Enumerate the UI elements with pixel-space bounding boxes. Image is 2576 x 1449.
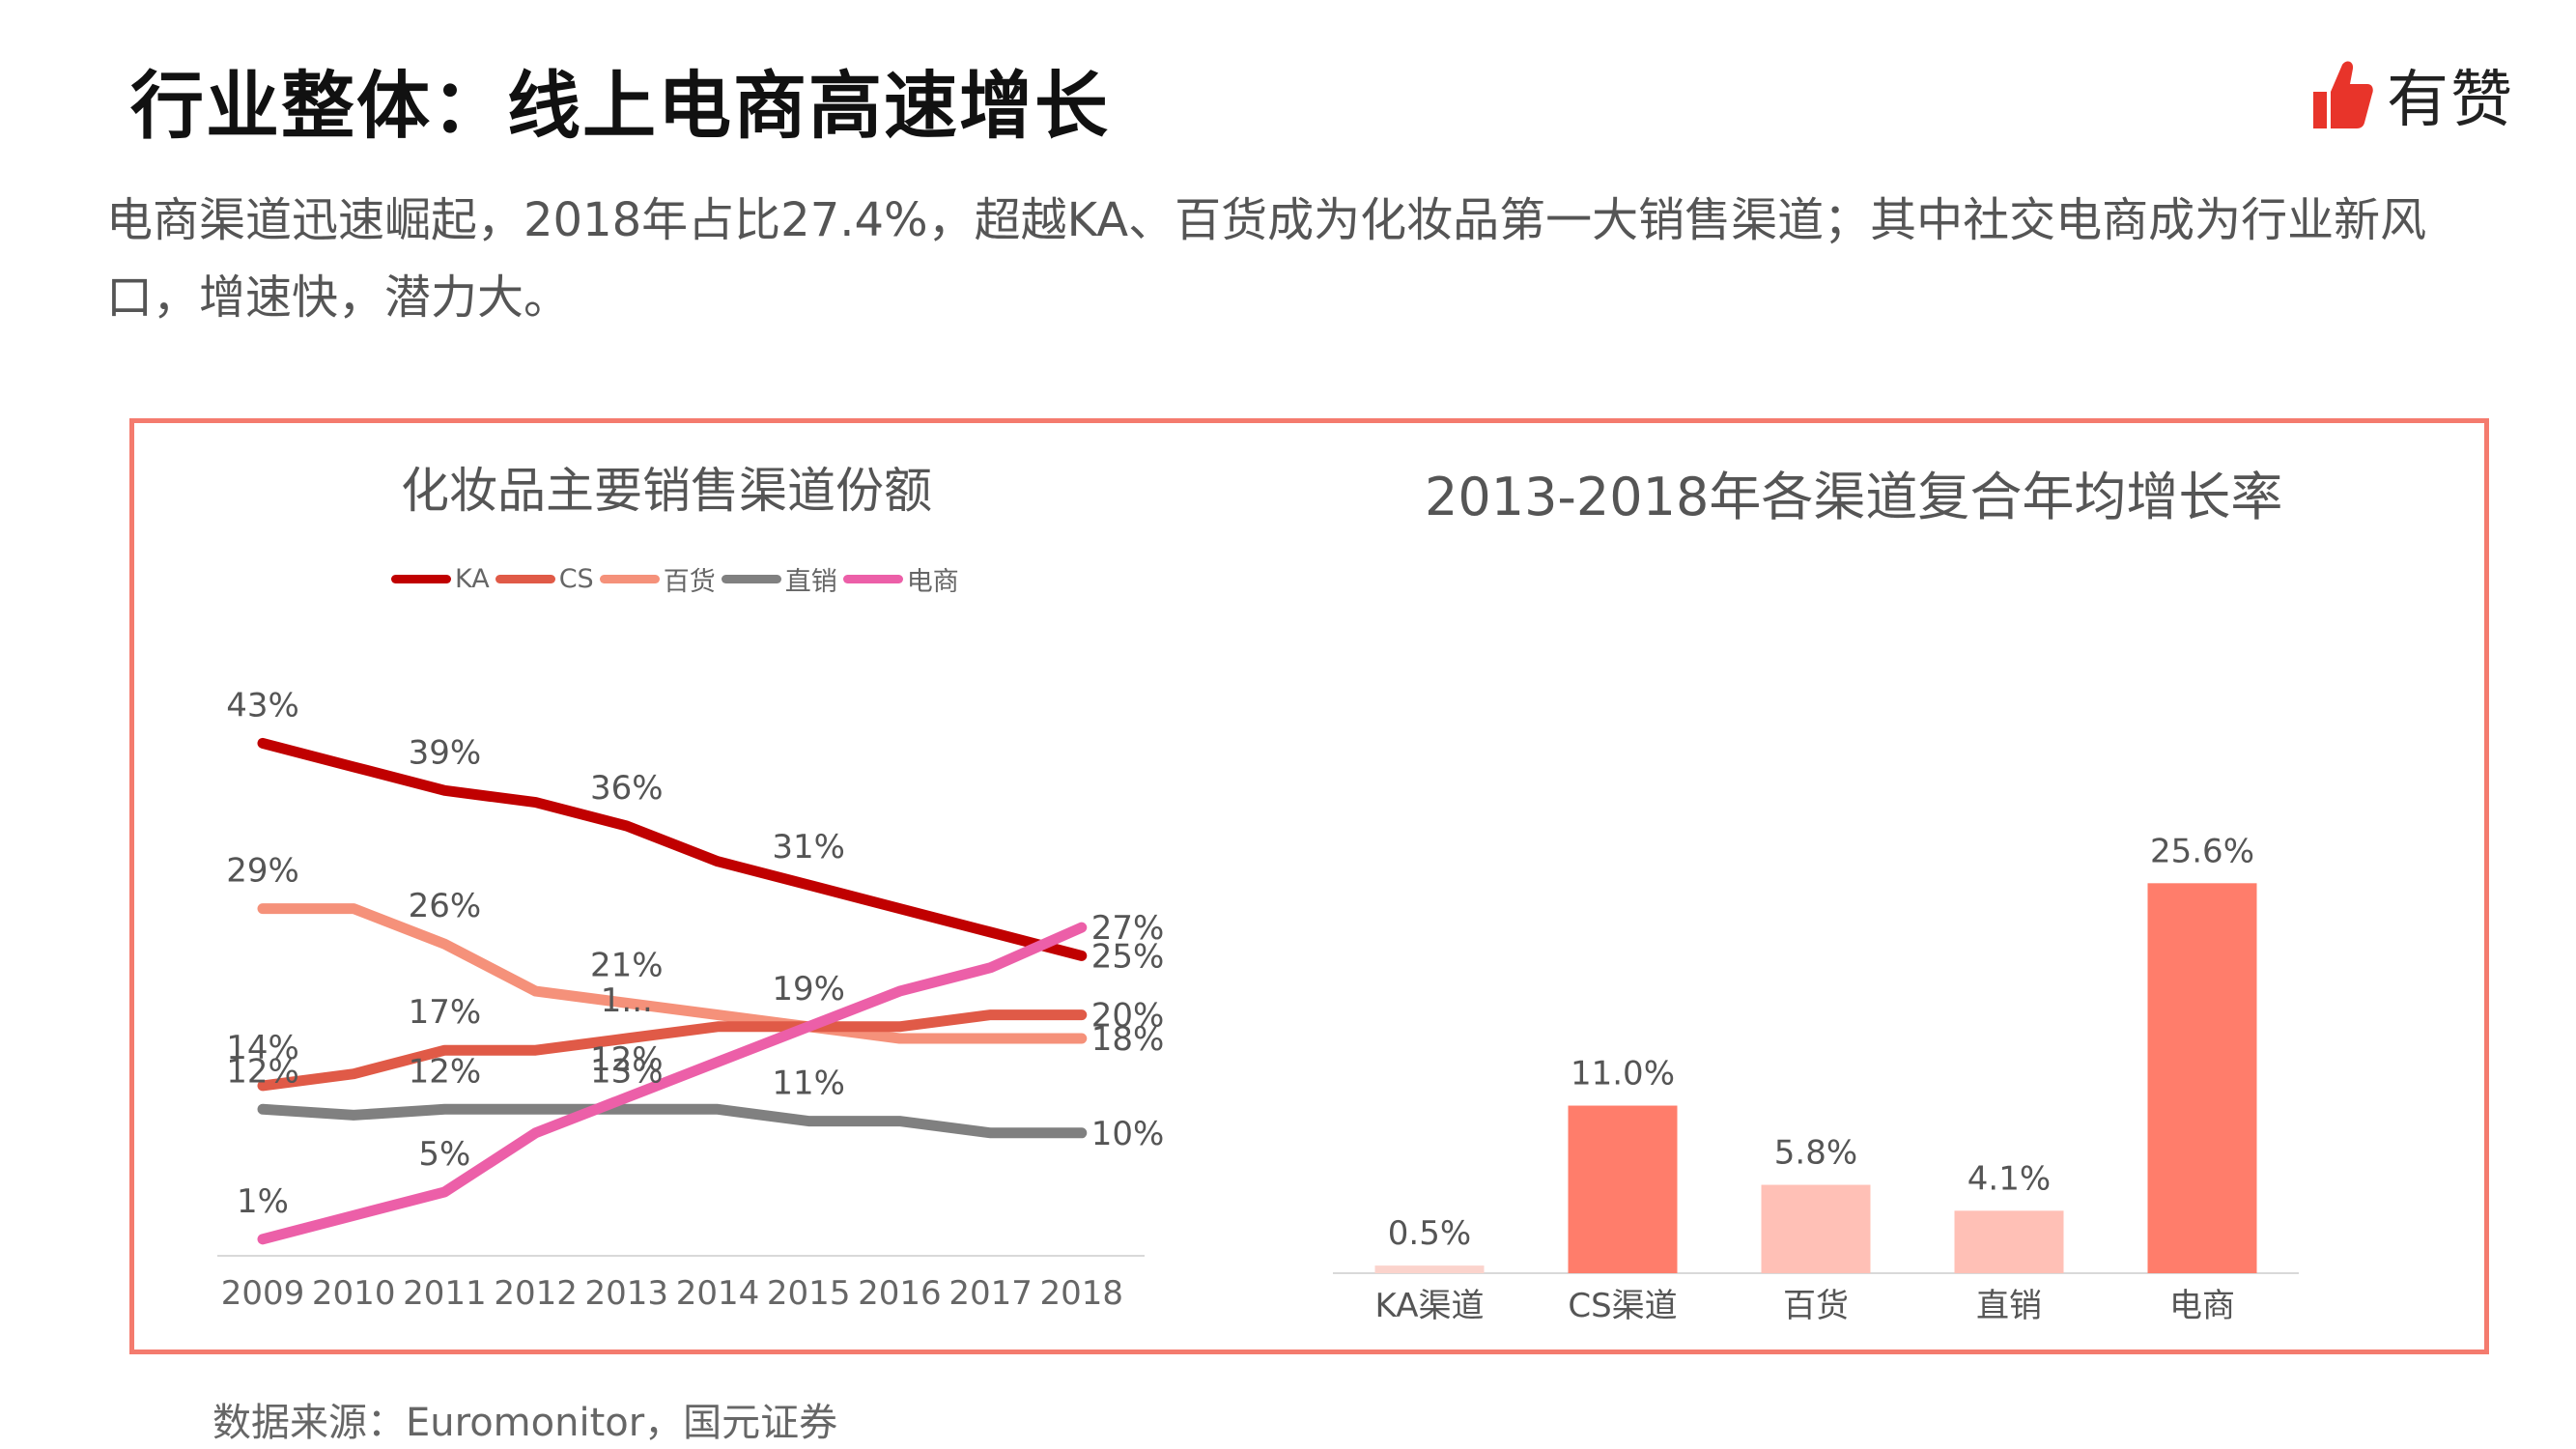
bar-直销 bbox=[1954, 1210, 2064, 1273]
data-label: 39% bbox=[409, 733, 482, 772]
data-label: 12% bbox=[226, 1052, 299, 1091]
bar-value-label: 5.8% bbox=[1774, 1134, 1857, 1173]
x-tick-label: 2013 bbox=[585, 1274, 669, 1313]
legend-label: CS bbox=[558, 564, 594, 594]
series-line-百货 bbox=[257, 903, 1088, 1044]
bar-KA渠道 bbox=[1374, 1265, 1485, 1273]
data-label: 10% bbox=[1091, 1115, 1165, 1153]
bar-CS渠道 bbox=[1568, 1105, 1678, 1273]
data-label: 1% bbox=[237, 1182, 289, 1221]
data-label: 1... bbox=[601, 981, 653, 1020]
data-label: 12% bbox=[590, 1040, 664, 1079]
bar-value-label: 11.0% bbox=[1571, 1055, 1675, 1094]
x-tick-label: 2015 bbox=[767, 1274, 851, 1313]
legend-label: 百货 bbox=[663, 567, 716, 597]
legend-label: KA bbox=[455, 564, 490, 594]
data-label: 36% bbox=[590, 769, 664, 808]
legend-swatch bbox=[721, 575, 781, 583]
data-label: 13% bbox=[590, 1052, 664, 1091]
data-label: 14% bbox=[226, 1029, 299, 1067]
series-line-CS bbox=[257, 1009, 1088, 1092]
bar-value-label: 0.5% bbox=[1388, 1214, 1471, 1253]
series-line-KA bbox=[257, 737, 1088, 961]
legend-swatch bbox=[495, 575, 555, 583]
legend-swatch bbox=[391, 575, 451, 583]
x-tick-label: 2012 bbox=[494, 1274, 578, 1313]
legend-swatch bbox=[842, 575, 903, 583]
data-label: 25% bbox=[1091, 937, 1165, 976]
bar-category-label: 直销 bbox=[1976, 1287, 2042, 1325]
legend-label: 直销 bbox=[784, 567, 837, 597]
series-line-电商 bbox=[257, 922, 1088, 1245]
bar-电商 bbox=[2147, 883, 2257, 1273]
legend-item: 百货 bbox=[599, 560, 716, 598]
bar-category-label: KA渠道 bbox=[1375, 1287, 1485, 1325]
data-label: 17% bbox=[409, 993, 482, 1032]
bar-chart-title: 2013-2018年各渠道复合年均增长率 bbox=[1425, 467, 2283, 527]
legend-item: CS bbox=[495, 564, 594, 594]
x-tick-label: 2016 bbox=[858, 1274, 942, 1313]
x-tick-label: 2014 bbox=[676, 1274, 760, 1313]
legend-item: 直销 bbox=[721, 560, 837, 598]
x-tick-label: 2017 bbox=[948, 1274, 1033, 1313]
chart-frame bbox=[129, 418, 2489, 1354]
line-chart-title: 化妆品主要销售渠道份额 bbox=[401, 463, 932, 519]
x-tick-label: 2009 bbox=[221, 1274, 305, 1313]
bar-value-label: 25.6% bbox=[2150, 832, 2254, 870]
legend-label: 电商 bbox=[906, 567, 959, 597]
data-label: 26% bbox=[409, 887, 482, 925]
data-label: 29% bbox=[226, 852, 299, 891]
series-line-直销 bbox=[257, 1103, 1088, 1139]
page-title: 行业整体：线上电商高速增长 bbox=[130, 63, 1110, 149]
data-label: 20% bbox=[1091, 997, 1165, 1036]
logo-text: 有赞 bbox=[2387, 65, 2514, 136]
data-label: 19% bbox=[772, 970, 845, 1009]
data-label: 21% bbox=[590, 946, 664, 984]
data-label: 11% bbox=[772, 1065, 845, 1103]
thumbs-up-icon bbox=[2313, 61, 2373, 128]
legend-item: 电商 bbox=[842, 560, 959, 598]
data-label: 5% bbox=[418, 1135, 470, 1174]
bar-category-label: 百货 bbox=[1783, 1287, 1849, 1325]
bar-百货 bbox=[1761, 1184, 1871, 1273]
x-tick-label: 2010 bbox=[312, 1274, 396, 1313]
subtitle: 电商渠道迅速崛起，2018年占比27.4%，超越KA、百货成为化妆品第一大销售渠… bbox=[106, 193, 2427, 325]
data-label: 12% bbox=[409, 1052, 482, 1091]
bar-value-label: 4.1% bbox=[1967, 1159, 2051, 1198]
data-label: 18% bbox=[1091, 1020, 1165, 1059]
data-label: 31% bbox=[772, 828, 845, 867]
legend-swatch bbox=[599, 575, 660, 583]
bar-category-label: 电商 bbox=[2169, 1287, 2235, 1325]
data-source-note: 数据来源：Euromonitor，国元证券 bbox=[212, 1401, 838, 1445]
data-label: 27% bbox=[1091, 909, 1165, 948]
logo: 有赞 bbox=[2313, 56, 2514, 136]
data-label: 43% bbox=[226, 686, 299, 724]
x-tick-label: 2018 bbox=[1040, 1274, 1124, 1313]
bar-category-label: CS渠道 bbox=[1568, 1287, 1677, 1325]
line-chart-legend: KA CS 百货 直销 电商 bbox=[391, 560, 965, 598]
legend-item: KA bbox=[391, 564, 490, 594]
x-tick-label: 2011 bbox=[403, 1274, 487, 1313]
